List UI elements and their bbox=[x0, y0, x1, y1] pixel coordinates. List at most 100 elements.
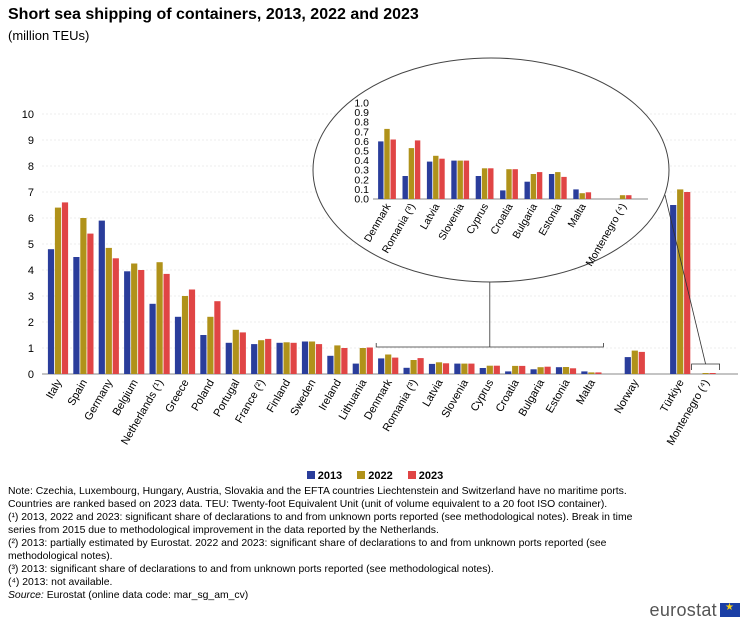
x-tick-label: Poland bbox=[189, 378, 217, 414]
y-tick-label: 10 bbox=[22, 109, 34, 121]
bar-2023-15 bbox=[442, 363, 450, 374]
legend-swatch-2013 bbox=[306, 471, 315, 479]
bar-2022-20 bbox=[562, 367, 570, 374]
inset-y-tick-label: 1.0 bbox=[354, 98, 369, 110]
bar-2022-24 bbox=[702, 373, 709, 374]
bar-2022-16 bbox=[461, 363, 468, 374]
note-general: Note: Czechia, Luxembourg, Hungary, Aust… bbox=[8, 486, 627, 510]
bar-2013-1 bbox=[73, 257, 80, 374]
bar-2022-12 bbox=[359, 348, 366, 374]
bar-2023-12 bbox=[366, 347, 373, 374]
legend-swatch-2022 bbox=[357, 471, 366, 479]
bar-2022-7 bbox=[232, 329, 239, 374]
bar-2013-14 bbox=[403, 367, 410, 374]
inset-bar-2023-1 bbox=[414, 140, 421, 199]
bar-2023-18 bbox=[519, 365, 526, 374]
x-tick-label: Greece bbox=[163, 378, 191, 415]
x-tick-label: Malta bbox=[574, 377, 598, 407]
bar-2013-16 bbox=[454, 363, 461, 374]
inset-bar-2022-6 bbox=[530, 174, 537, 199]
bar-2023-9 bbox=[290, 342, 297, 374]
bar-2022-10 bbox=[308, 341, 316, 374]
inset-bar-2022-2 bbox=[433, 155, 439, 199]
bar-2023-6 bbox=[214, 301, 221, 374]
inset-bar-2023-6 bbox=[536, 172, 543, 199]
bar-2013-4 bbox=[149, 303, 156, 374]
bar-2013-15 bbox=[428, 363, 436, 374]
bar-2022-22 bbox=[631, 350, 638, 374]
inset-y-tick-label: 0.2 bbox=[354, 174, 369, 186]
bar-2022-8 bbox=[258, 340, 265, 374]
inset-y-tick-label: 0.7 bbox=[354, 126, 369, 138]
inset-bar-2023-2 bbox=[439, 158, 445, 199]
x-tick-label: Italy bbox=[44, 377, 65, 401]
bar-2013-5 bbox=[174, 316, 182, 374]
legend-label: 2023 bbox=[418, 470, 444, 482]
x-tick-label: Ireland bbox=[317, 378, 344, 413]
bar-2013-8 bbox=[251, 344, 258, 374]
x-tick-label: Bulgaria bbox=[517, 377, 548, 419]
bar-2023-11 bbox=[341, 348, 348, 374]
logo-text: eurostat bbox=[649, 600, 717, 620]
source-text: Eurostat (online data code: mar_sg_am_cv… bbox=[46, 590, 249, 601]
bar-2023-10 bbox=[315, 344, 323, 374]
bar-2022-23 bbox=[677, 189, 684, 374]
inset-y-tick-label: 0.3 bbox=[354, 165, 369, 177]
inset-bar-2023-9 bbox=[626, 195, 632, 199]
bar-2023-7 bbox=[239, 332, 246, 374]
y-tick-label: 4 bbox=[28, 265, 34, 277]
x-tick-label: Estonia bbox=[544, 377, 573, 416]
inset-bar-2023-3 bbox=[463, 160, 470, 199]
bar-2022-19 bbox=[537, 367, 544, 374]
legend-label: 2022 bbox=[368, 470, 393, 482]
y-tick-label: 5 bbox=[28, 239, 34, 251]
x-tick-label: Spain bbox=[66, 378, 90, 408]
bar-2023-13 bbox=[392, 357, 399, 374]
bar-2023-14 bbox=[417, 358, 424, 374]
inset-bar-2023-4 bbox=[488, 168, 494, 199]
bar-2013-17 bbox=[479, 368, 486, 374]
bar-2013-21 bbox=[581, 371, 588, 374]
bar-2023-19 bbox=[544, 366, 551, 374]
bar-2013-20 bbox=[555, 367, 563, 374]
bar-2022-13 bbox=[385, 354, 392, 374]
bar-2013-11 bbox=[327, 355, 334, 374]
inset-y-tick-label: 0.9 bbox=[354, 107, 369, 119]
bar-2013-18 bbox=[505, 371, 512, 374]
bar-2023-0 bbox=[61, 202, 69, 374]
inset-bar-2023-0 bbox=[390, 139, 396, 199]
bar-2023-3 bbox=[138, 270, 145, 374]
bar-2013-10 bbox=[301, 341, 309, 374]
inset-bar-2023-7 bbox=[561, 176, 567, 199]
inset-bar-2022-3 bbox=[457, 160, 463, 199]
inset-bar-2022-9 bbox=[619, 195, 626, 199]
bar-2022-14 bbox=[410, 360, 417, 374]
y-tick-label: 7 bbox=[28, 187, 34, 199]
inset-y-tick-label: 0.1 bbox=[354, 184, 369, 196]
y-tick-label: 0 bbox=[28, 369, 34, 381]
bar-2023-21 bbox=[595, 372, 602, 374]
eu-flag-icon bbox=[720, 602, 740, 617]
y-tick-label: 1 bbox=[28, 343, 34, 355]
bar-2023-20 bbox=[569, 368, 577, 374]
chart-subtitle: (million TEUs) bbox=[8, 28, 90, 43]
bar-2022-9 bbox=[283, 342, 290, 374]
bar-2013-12 bbox=[352, 363, 359, 374]
legend-item-2013: 2013 bbox=[306, 470, 343, 482]
source-label: Source: bbox=[8, 590, 44, 601]
inset-bar-2013-2 bbox=[426, 161, 433, 199]
bar-2023-23 bbox=[684, 192, 691, 374]
inset-bar-2022-0 bbox=[384, 128, 390, 199]
inset-bar-2023-8 bbox=[585, 192, 592, 199]
y-tick-label: 8 bbox=[28, 161, 34, 173]
legend-label: 2013 bbox=[317, 470, 343, 482]
x-tick-label: Latvia bbox=[421, 377, 447, 409]
bar-2013-7 bbox=[225, 342, 232, 374]
y-tick-label: 2 bbox=[28, 317, 34, 329]
note-4: (⁴) 2013: not available. bbox=[8, 577, 113, 588]
bar-2022-3 bbox=[131, 263, 138, 374]
x-tick-label: Cyprus bbox=[469, 377, 497, 414]
bar-2022-5 bbox=[181, 296, 189, 374]
inset-bar-2022-5 bbox=[506, 169, 512, 199]
